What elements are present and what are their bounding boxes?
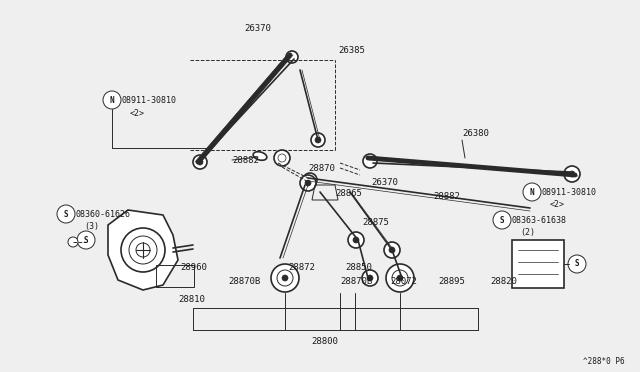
Circle shape bbox=[68, 237, 78, 247]
Circle shape bbox=[307, 177, 313, 183]
Circle shape bbox=[193, 155, 207, 169]
Text: 26380: 26380 bbox=[462, 128, 489, 138]
Circle shape bbox=[277, 270, 293, 286]
Text: 28870: 28870 bbox=[308, 164, 335, 173]
Text: 28865: 28865 bbox=[335, 189, 362, 198]
Text: 28882: 28882 bbox=[433, 192, 460, 201]
Text: 26370: 26370 bbox=[244, 23, 271, 32]
Circle shape bbox=[197, 159, 203, 165]
Text: (2): (2) bbox=[520, 228, 535, 237]
Text: S: S bbox=[64, 209, 68, 218]
Circle shape bbox=[569, 171, 575, 177]
Circle shape bbox=[305, 180, 311, 186]
Polygon shape bbox=[108, 210, 178, 290]
Circle shape bbox=[348, 232, 364, 248]
Text: 08911-30810: 08911-30810 bbox=[542, 187, 597, 196]
Circle shape bbox=[315, 137, 321, 143]
Ellipse shape bbox=[253, 152, 267, 160]
Text: 26370: 26370 bbox=[372, 177, 399, 186]
Text: <2>: <2> bbox=[550, 199, 565, 208]
Text: 28072: 28072 bbox=[390, 278, 417, 286]
Text: 28800: 28800 bbox=[312, 337, 339, 346]
Text: (3): (3) bbox=[84, 221, 99, 231]
Circle shape bbox=[362, 270, 378, 286]
Text: 28870B: 28870B bbox=[228, 278, 260, 286]
Circle shape bbox=[300, 175, 316, 191]
Circle shape bbox=[392, 270, 408, 286]
Circle shape bbox=[384, 242, 400, 258]
Text: 28895: 28895 bbox=[438, 278, 465, 286]
Text: N: N bbox=[109, 96, 115, 105]
Circle shape bbox=[57, 205, 75, 223]
Circle shape bbox=[386, 264, 414, 292]
Circle shape bbox=[367, 275, 373, 281]
Circle shape bbox=[353, 237, 359, 243]
Text: 28875: 28875 bbox=[362, 218, 389, 227]
Circle shape bbox=[282, 275, 288, 281]
FancyBboxPatch shape bbox=[512, 240, 564, 288]
Circle shape bbox=[397, 275, 403, 281]
Text: <2>: <2> bbox=[130, 109, 145, 118]
Text: 08363-61638: 08363-61638 bbox=[512, 215, 567, 224]
Text: 28960: 28960 bbox=[180, 263, 207, 273]
Text: 28882: 28882 bbox=[232, 155, 259, 164]
Text: N: N bbox=[530, 187, 534, 196]
Text: 26385: 26385 bbox=[338, 45, 365, 55]
Text: S: S bbox=[84, 235, 88, 244]
Circle shape bbox=[286, 51, 298, 63]
Circle shape bbox=[77, 231, 95, 249]
Circle shape bbox=[278, 154, 286, 162]
Text: 28810: 28810 bbox=[178, 295, 205, 305]
Text: 08911-30810: 08911-30810 bbox=[122, 96, 177, 105]
Circle shape bbox=[103, 91, 121, 109]
Circle shape bbox=[399, 275, 405, 281]
Circle shape bbox=[271, 264, 299, 292]
Text: 28850: 28850 bbox=[345, 263, 372, 273]
Text: ^288*0 P6: ^288*0 P6 bbox=[584, 357, 625, 366]
Circle shape bbox=[274, 150, 290, 166]
Circle shape bbox=[493, 211, 511, 229]
Circle shape bbox=[136, 243, 150, 257]
Circle shape bbox=[129, 236, 157, 264]
Text: 28820: 28820 bbox=[490, 278, 517, 286]
Circle shape bbox=[121, 228, 165, 272]
Text: 28872: 28872 bbox=[288, 263, 315, 273]
Circle shape bbox=[564, 166, 580, 182]
Text: 28870B: 28870B bbox=[340, 278, 372, 286]
Circle shape bbox=[394, 270, 410, 286]
Circle shape bbox=[311, 133, 325, 147]
Text: 08360-61626: 08360-61626 bbox=[76, 209, 131, 218]
Circle shape bbox=[303, 173, 317, 187]
Circle shape bbox=[363, 154, 377, 168]
Circle shape bbox=[523, 183, 541, 201]
Circle shape bbox=[389, 247, 395, 253]
Text: S: S bbox=[575, 260, 579, 269]
Circle shape bbox=[568, 255, 586, 273]
Text: S: S bbox=[500, 215, 504, 224]
